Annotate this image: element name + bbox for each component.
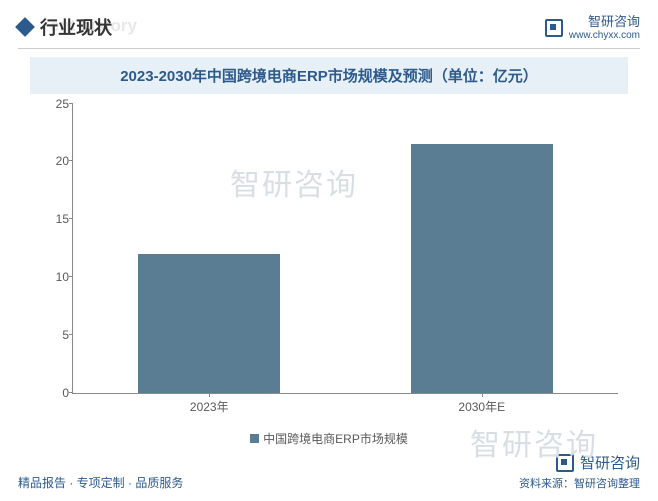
y-tick-label: 10	[45, 270, 69, 284]
brand-url: www.chyxx.com	[569, 30, 640, 42]
y-tick-label: 25	[45, 97, 69, 111]
y-tick-mark	[69, 392, 73, 393]
legend-swatch	[250, 434, 259, 443]
legend-label: 中国跨境电商ERP市场规模	[263, 430, 408, 447]
brand-text: 智研咨询 www.chyxx.com	[569, 14, 640, 42]
footer: 精品报告 · 专项定制 · 品质服务 智研咨询 资料来源：智研咨询整理	[0, 446, 658, 501]
header-left: 行业现状	[18, 14, 112, 40]
chart-title-wrap: 2023-2030年中国跨境电商ERP市场规模及预测（单位：亿元）	[30, 57, 628, 94]
x-tick-mark	[209, 393, 210, 397]
source-text: 资料来源：智研咨询整理	[519, 475, 640, 491]
plot-region: 05101520252023年2030年E	[72, 104, 618, 394]
y-tick-label: 0	[45, 386, 69, 400]
bar	[411, 144, 553, 393]
footer-right: 智研咨询 资料来源：智研咨询整理	[519, 452, 640, 491]
y-tick-label: 5	[45, 328, 69, 342]
brand-name: 智研咨询	[569, 14, 640, 30]
brand-logo-icon	[545, 19, 563, 37]
x-tick-label: 2030年E	[458, 398, 505, 415]
y-tick-label: 15	[45, 212, 69, 226]
footer-brand: 智研咨询	[519, 452, 640, 473]
y-tick-mark	[69, 334, 73, 335]
diamond-icon	[15, 17, 35, 37]
chart-area: 0 5 10 15 20 25 2023年 2030年E	[48, 100, 628, 420]
y-tick-mark	[69, 276, 73, 277]
y-tick-mark	[69, 160, 73, 161]
header-brand: 智研咨询 www.chyxx.com	[545, 14, 640, 42]
header-divider	[18, 48, 640, 49]
footer-left-text: 精品报告 · 专项定制 · 品质服务	[18, 474, 183, 491]
brand-logo-icon	[556, 454, 574, 472]
y-tick-label: 20	[45, 154, 69, 168]
x-tick-label: 2023年	[190, 398, 229, 415]
bar	[138, 254, 280, 393]
section-label: 行业现状	[40, 14, 112, 40]
footer-brand-name: 智研咨询	[580, 452, 640, 473]
x-tick-mark	[482, 393, 483, 397]
y-tick-mark	[69, 103, 73, 104]
chart-title: 2023-2030年中国跨境电商ERP市场规模及预测（单位：亿元）	[30, 65, 628, 86]
header: 行业现状 智研咨询 www.chyxx.com	[0, 0, 658, 48]
y-tick-mark	[69, 218, 73, 219]
legend: 中国跨境电商ERP市场规模	[0, 430, 658, 447]
